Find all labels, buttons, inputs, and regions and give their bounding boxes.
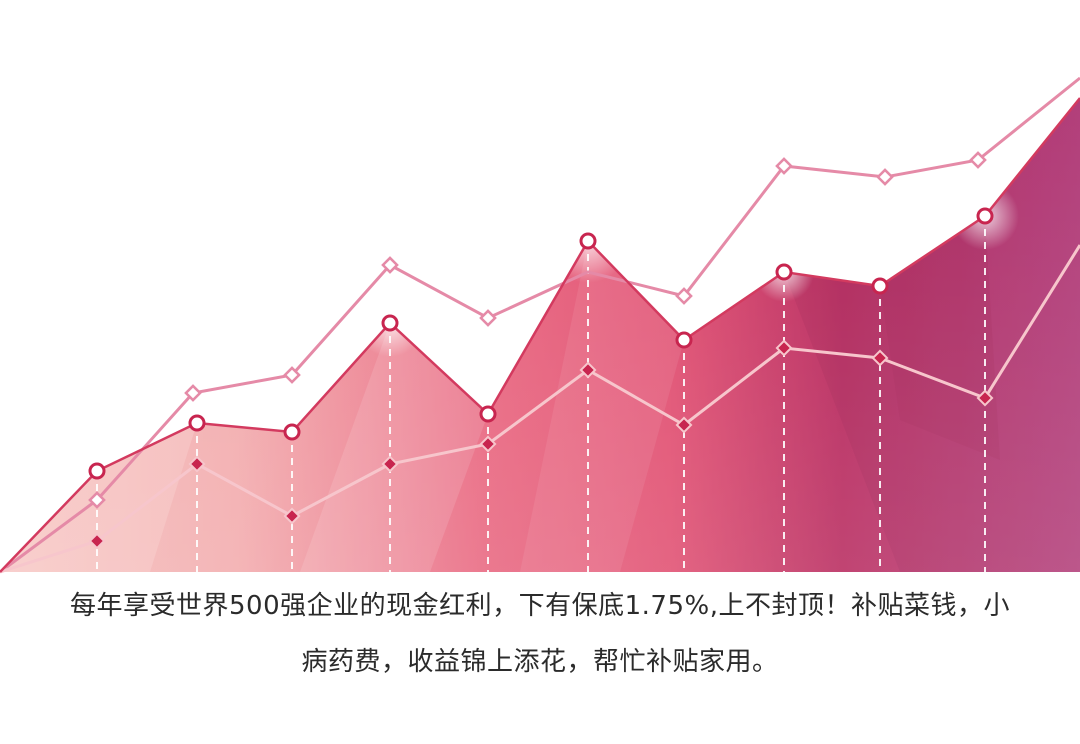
area-markers (88, 207, 994, 480)
caption-line-1: 每年享受世界500强企业的现金红利，下有保底1.75%,上不封顶！补贴菜钱，小 (70, 591, 1010, 621)
caption-text: 每年享受世界500强企业的现金红利，下有保底1.75%,上不封顶！补贴菜钱，小 … (0, 578, 1080, 690)
upper-line (0, 76, 1080, 574)
caption-line-2: 病药费，收益锦上添花，帮忙补贴家用。 (301, 647, 779, 677)
guide-lines (96, 216, 986, 572)
lower-line (0, 244, 1080, 574)
decorative-growth-chart (0, 0, 1080, 575)
area-edge (0, 97, 1080, 573)
lower-markers (88, 339, 994, 550)
upper-markers (88, 151, 987, 509)
